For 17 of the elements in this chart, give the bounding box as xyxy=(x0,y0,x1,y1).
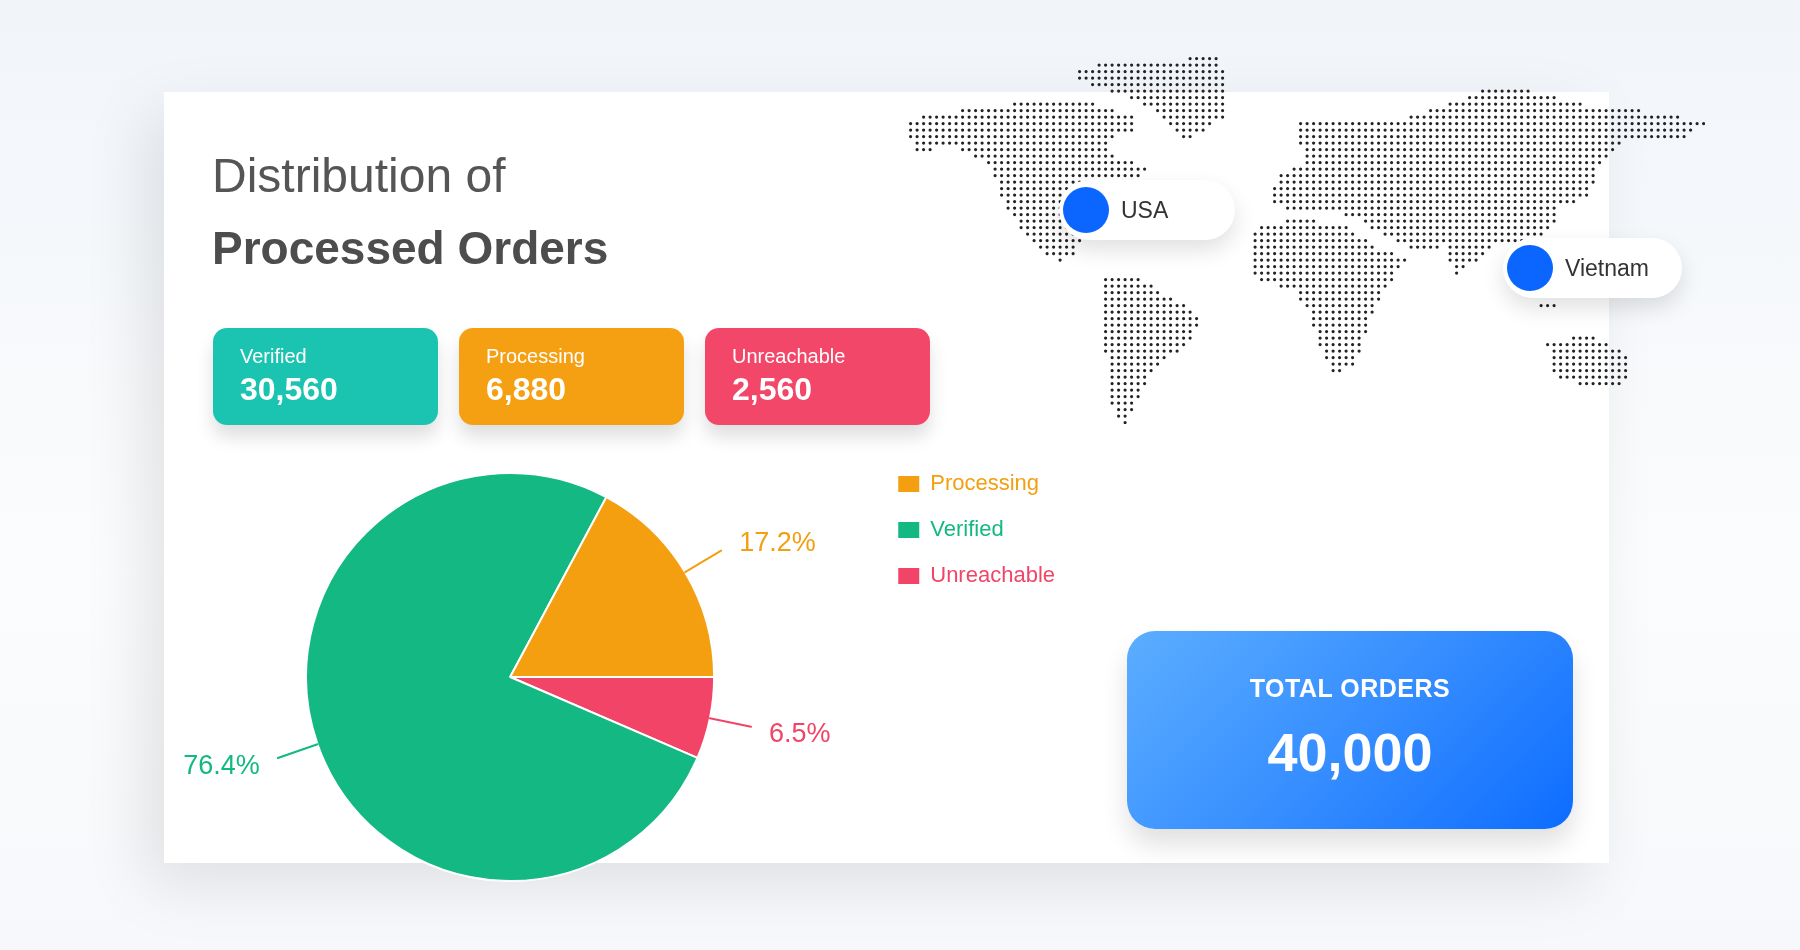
legend-label: Unreachable xyxy=(930,562,1055,588)
chart-title: Distribution of Processed Orders xyxy=(212,149,609,275)
text: TOTAL ORDERS xyxy=(1249,674,1451,702)
location-tag: Vietnam xyxy=(1503,238,1682,298)
legend-label: Processing xyxy=(930,470,1040,496)
text: 40,000 xyxy=(1267,722,1433,782)
category-label: Unreachable xyxy=(732,345,846,367)
data-label: 17.2% xyxy=(739,527,816,558)
legend-label: Verified xyxy=(930,516,1004,542)
stat-card: Verified 30,560 xyxy=(213,328,438,425)
data-label: 76.4% xyxy=(183,749,260,780)
category-label: Processing xyxy=(486,345,585,367)
data-label: 6.5% xyxy=(769,718,831,749)
location-tag: USA xyxy=(1059,180,1235,240)
stat-card: Unreachable 2,560 xyxy=(705,328,930,425)
category-label: Verified xyxy=(240,345,307,367)
stat-card: Processing 6,880 xyxy=(459,328,684,425)
